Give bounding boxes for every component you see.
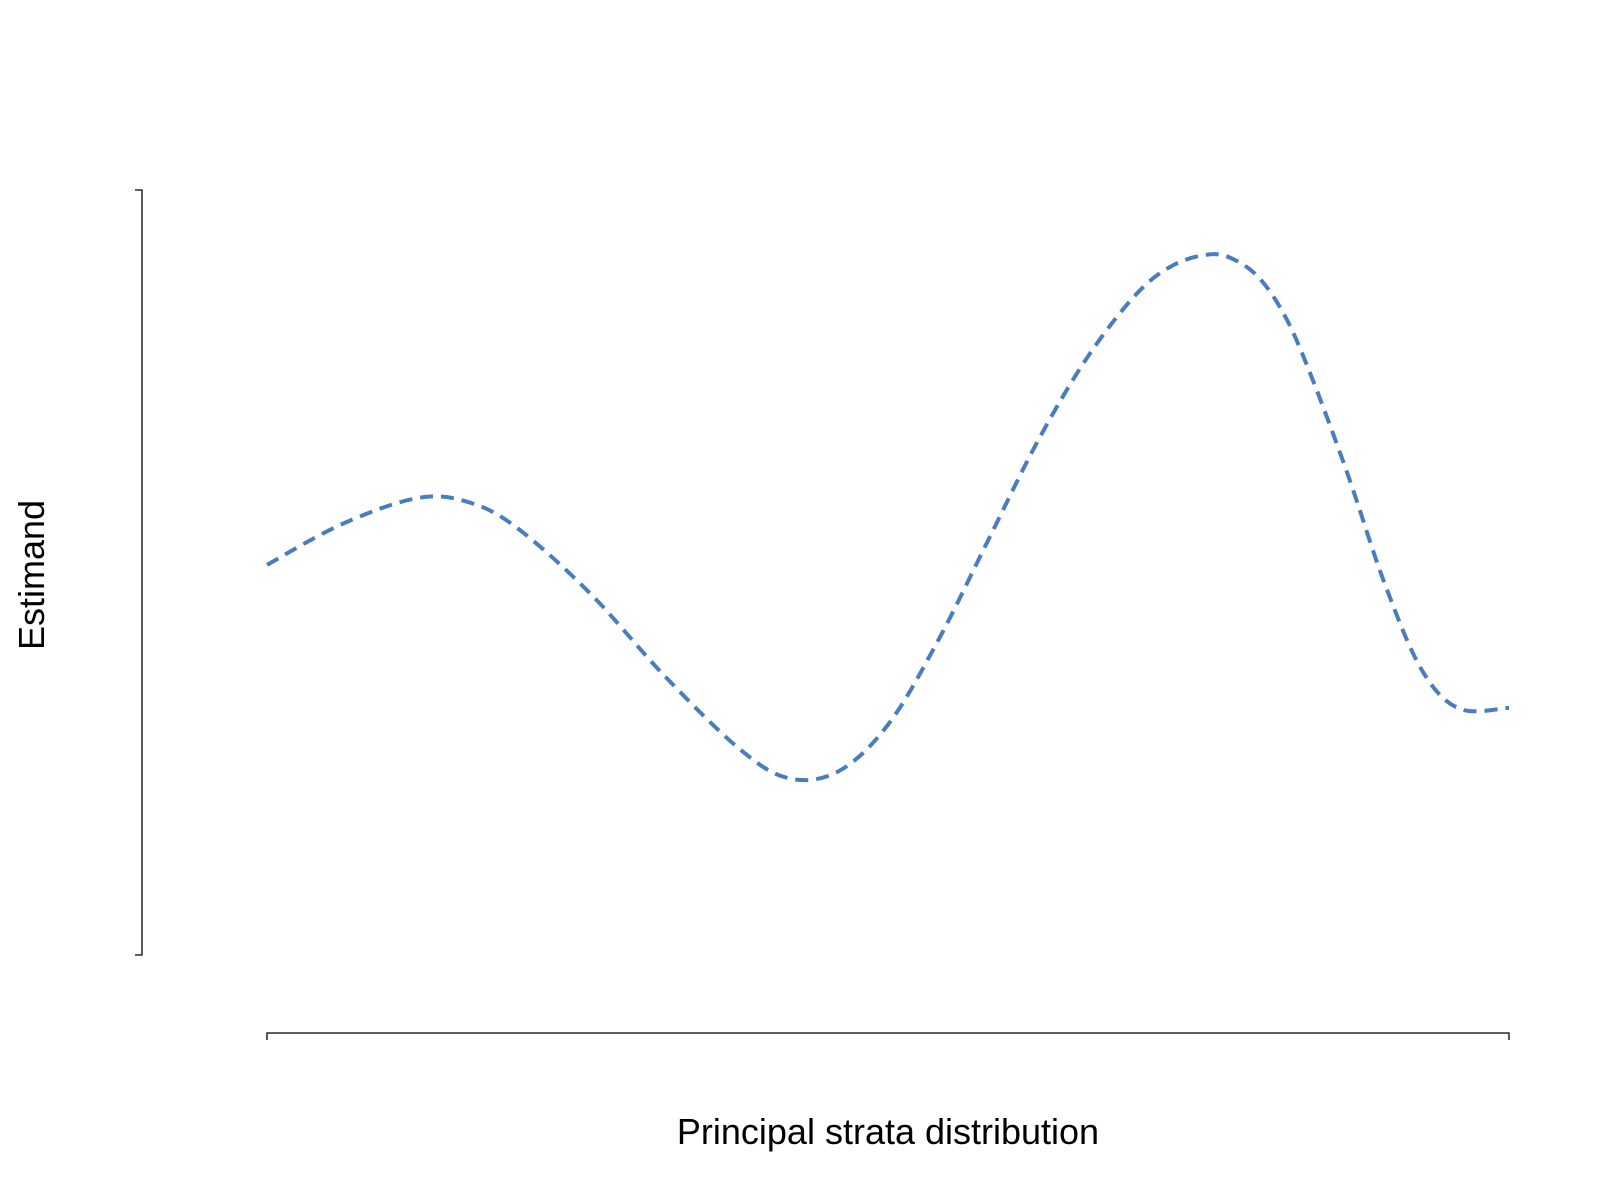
series-layer	[266, 252, 1510, 783]
axes	[135, 189, 1510, 1040]
y-axis	[135, 189, 143, 956]
x-axis-title: Principal strata distribution	[677, 1111, 1099, 1152]
x-axis	[266, 1032, 1510, 1040]
y-axis-title: Estimand	[11, 500, 52, 650]
series-line-1	[266, 252, 1510, 783]
